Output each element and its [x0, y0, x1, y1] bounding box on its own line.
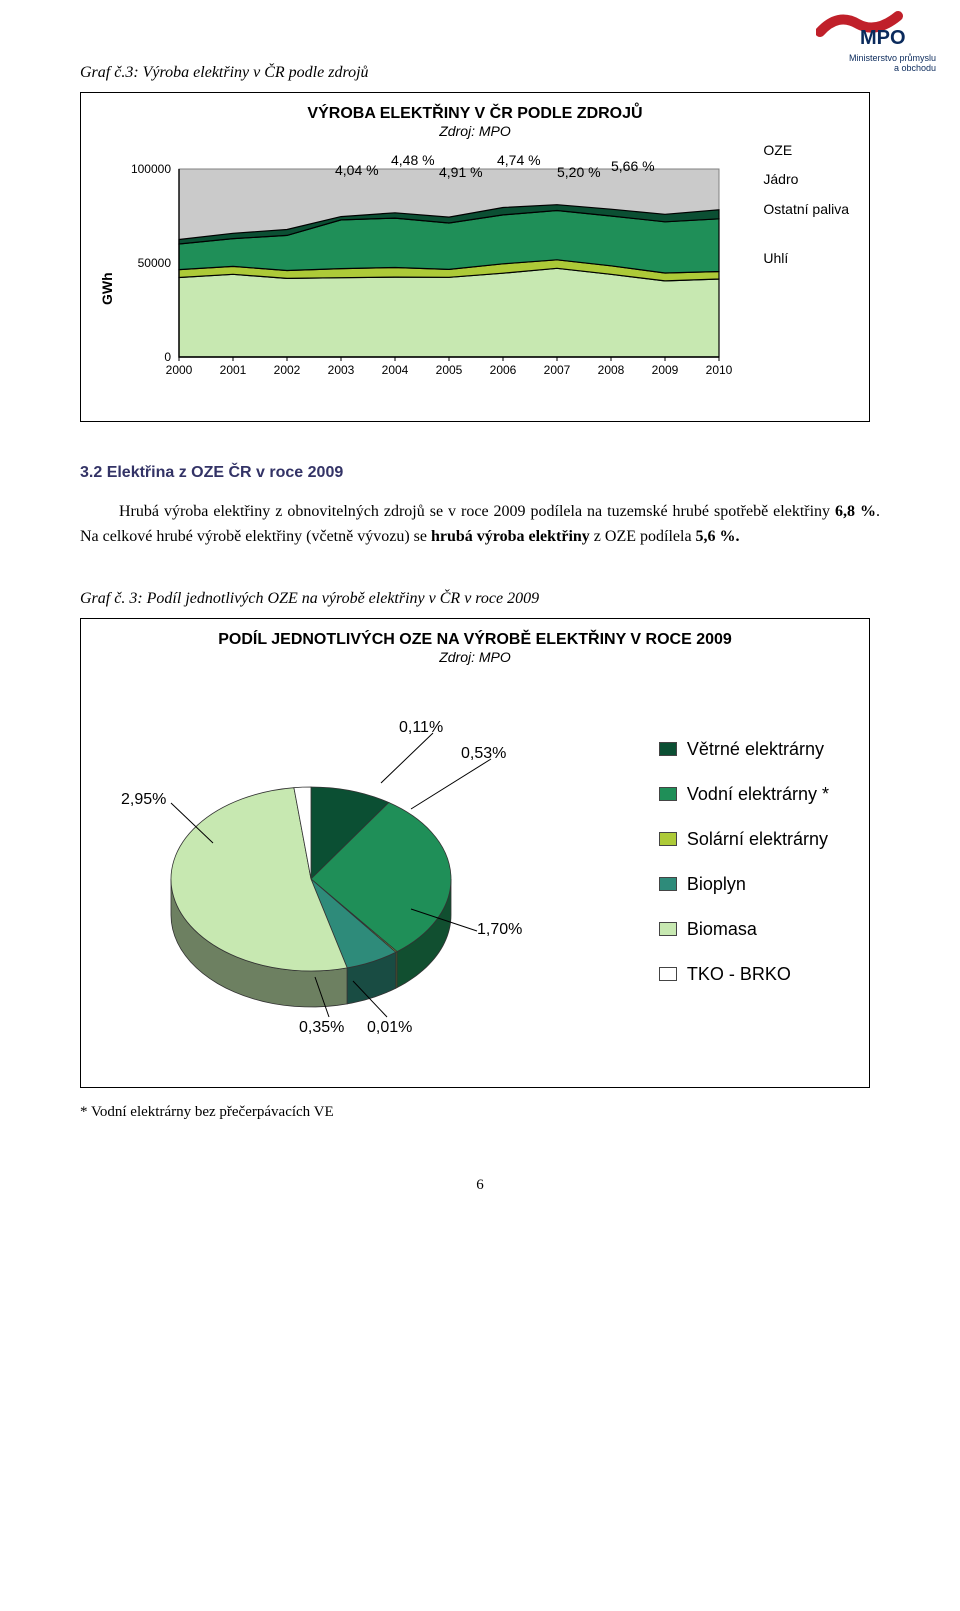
pie-legend-swatch	[659, 877, 677, 891]
pie-chart-frame: PODÍL JEDNOTLIVÝCH OZE NA VÝROBĚ ELEKTŘI…	[80, 618, 870, 1088]
pie-legend-swatch	[659, 967, 677, 981]
pie-legend-label: Větrné elektrárny	[687, 739, 824, 760]
area-chart-subtitle: Zdroj: MPO	[93, 123, 857, 139]
pie-legend-item: Větrné elektrárny	[659, 739, 829, 760]
area-chart-ylabel: GWh	[99, 272, 115, 305]
pie-value-label: 0,53%	[461, 745, 506, 763]
caption-area-chart: Graf č.3: Výroba elektřiny v ČR podle zd…	[80, 64, 880, 82]
pie-legend-swatch	[659, 832, 677, 846]
pie-legend-label: Biomasa	[687, 919, 757, 940]
mpo-logo-mark: MPO	[816, 8, 936, 52]
area-xtick: 2005	[429, 363, 469, 377]
area-chart-plot: GWh 0 50000 100000 2000 2001 2002 2003 2004 2005…	[93, 145, 853, 375]
pie-legend-swatch	[659, 922, 677, 936]
area-legend-item: Jádro	[763, 172, 849, 187]
pie-value-label: 0,01%	[367, 1019, 412, 1037]
para1-b3: 5,6 %.	[696, 528, 740, 545]
pie-legend-item: Solární elektrárny	[659, 829, 829, 850]
area-xtick: 2000	[159, 363, 199, 377]
pie-value-label: 1,70%	[477, 921, 522, 939]
area-xtick: 2002	[267, 363, 307, 377]
logo-subtitle-line1: Ministerstvo průmyslu	[849, 53, 936, 63]
pie-chart-title: PODÍL JEDNOTLIVÝCH OZE NA VÝROBĚ ELEKTŘI…	[93, 631, 857, 649]
area-ytick: 50000	[123, 256, 171, 270]
pie-legend-item: Bioplyn	[659, 874, 829, 895]
area-pct-label: 4,04 %	[335, 163, 379, 177]
area-xtick: 2001	[213, 363, 253, 377]
area-xtick: 2006	[483, 363, 523, 377]
caption-pie-chart: Graf č. 3: Podíl jednotlivých OZE na výr…	[80, 590, 880, 608]
area-pct-label: 4,48 %	[391, 153, 435, 167]
area-pct-label: 5,20 %	[557, 165, 601, 179]
area-pct-label: 4,91 %	[439, 165, 483, 179]
para1-b2: hrubá výroba elektřiny	[431, 528, 590, 545]
area-xtick: 2004	[375, 363, 415, 377]
area-chart-title: VÝROBA ELEKTŘINY V ČR PODLE ZDROJŮ	[93, 105, 857, 123]
pie-legend-swatch	[659, 787, 677, 801]
page: MPO Ministerstvo průmyslu a obchodu Graf…	[0, 0, 960, 1249]
pie-legend-item: Biomasa	[659, 919, 829, 940]
area-chart-legend: OZE Jádro Ostatní paliva Uhlí	[763, 143, 849, 267]
pie-legend-label: TKO - BRKO	[687, 964, 791, 985]
pie-legend-item: TKO - BRKO	[659, 964, 829, 985]
area-xtick: 2003	[321, 363, 361, 377]
area-xtick: 2008	[591, 363, 631, 377]
section-heading: 3.2 Elektřina z OZE ČR v roce 2009	[80, 464, 880, 482]
area-ytick: 100000	[123, 162, 171, 176]
pie-legend-swatch	[659, 742, 677, 756]
area-xtick: 2009	[645, 363, 685, 377]
paragraph-body: Hrubá výroba elektřiny z obnovitelných z…	[80, 500, 880, 550]
area-legend-item: Uhlí	[763, 251, 849, 266]
pie-legend-label: Vodní elektrárny *	[687, 784, 829, 805]
pie-footnote: * Vodní elektrárny bez přečerpávacích VE	[80, 1104, 880, 1121]
svg-text:MPO: MPO	[860, 27, 906, 49]
area-pct-label: 4,74 %	[497, 153, 541, 167]
area-legend-item	[763, 231, 849, 237]
area-ytick: 0	[123, 350, 171, 364]
para1-b1: 6,8 %	[835, 503, 876, 520]
logo-subtitle-line2: a obchodu	[894, 63, 936, 73]
area-xtick: 2010	[699, 363, 739, 377]
para1-part3: z OZE podílela	[590, 528, 696, 545]
area-xtick: 2007	[537, 363, 577, 377]
pie-chart-subtitle: Zdroj: MPO	[93, 649, 857, 665]
pie-legend-label: Bioplyn	[687, 874, 746, 895]
area-pct-label: 5,66 %	[611, 159, 655, 173]
pie-chart-plot	[141, 769, 501, 1029]
pie-value-label: 0,35%	[299, 1019, 344, 1037]
pie-chart-legend: Větrné elektrárny Vodní elektrárny * Solár…	[659, 739, 829, 985]
para1-part1: Hrubá výroba elektřiny z obnovitelných z…	[119, 503, 835, 520]
area-chart-frame: VÝROBA ELEKTŘINY V ČR PODLE ZDROJŮ Zdroj…	[80, 92, 870, 422]
mpo-logo: MPO Ministerstvo průmyslu a obchodu	[816, 8, 936, 74]
pie-value-label: 0,11%	[399, 719, 443, 737]
mpo-logo-subtitle: Ministerstvo průmyslu a obchodu	[816, 54, 936, 74]
area-legend-item: Ostatní paliva	[763, 202, 849, 217]
page-number: 6	[80, 1177, 880, 1194]
pie-legend-item: Vodní elektrárny *	[659, 784, 829, 805]
pie-legend-label: Solární elektrárny	[687, 829, 828, 850]
pie-value-label: 2,95%	[121, 791, 166, 809]
area-legend-item: OZE	[763, 143, 849, 158]
